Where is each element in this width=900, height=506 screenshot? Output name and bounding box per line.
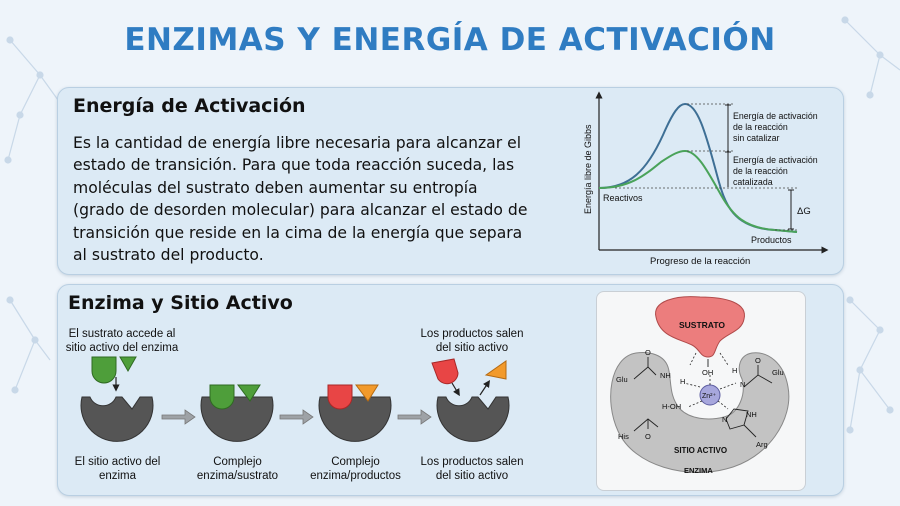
- step-1-free-enzyme: [80, 356, 154, 442]
- description-line: moléculas del sustrato deben aumentar su…: [73, 178, 478, 197]
- glu-left-label: Glu: [616, 375, 628, 384]
- delta-g-label: ΔG: [797, 206, 811, 217]
- glu-right-label: Glu: [772, 368, 784, 377]
- ho-group: H-OH: [662, 402, 681, 411]
- step-arrow: [279, 409, 314, 425]
- active-site-detail: SUSTRATO Zn²⁺ OH Glu O NH H H N O Glu H-…: [610, 296, 790, 475]
- zinc-label: Zn²⁺: [702, 393, 717, 400]
- h-right: H: [732, 366, 737, 375]
- arg-label: Arg: [756, 440, 768, 449]
- description-line: Es la cantidad de energía libre necesari…: [73, 134, 522, 152]
- label-line: Los productos salen: [420, 328, 524, 340]
- step-2-enzyme-substrate: [200, 384, 274, 442]
- label-line: del sitio activo: [435, 470, 509, 482]
- products-label: Productos: [751, 235, 792, 245]
- label-line: Los productos salen: [420, 456, 524, 468]
- description-line: transición que reside en la cima de la e…: [73, 223, 523, 242]
- his-label: His: [618, 432, 629, 441]
- step-2-label: Complejo enzima/sustrato: [180, 455, 295, 483]
- site-label: SITIO ACTIVO: [674, 446, 727, 455]
- label-line: Complejo: [213, 456, 262, 468]
- o-his: O: [645, 432, 651, 441]
- label-line: sitio activo del enzima: [65, 342, 179, 354]
- o-right: O: [755, 356, 761, 365]
- step-arrow: [161, 409, 196, 425]
- enzyme-shape: [610, 352, 790, 473]
- nh-his: NH: [746, 410, 757, 419]
- label-line: enzima/productos: [310, 470, 401, 482]
- label-line: El sitio activo del: [74, 456, 161, 468]
- description-line: estado de transición. Para que toda reac…: [73, 156, 515, 175]
- products-leave-label: Los productos salen del sitio activo: [412, 327, 532, 355]
- substrate-enters-label: El sustrato accede al sitio activo del e…: [62, 327, 182, 355]
- y-axis-label: Energía libre de Gibbs: [583, 124, 593, 214]
- label-line: enzima: [98, 470, 137, 482]
- step-arrow: [397, 409, 432, 425]
- description-line: (grado de desorden molecular) para alcan…: [73, 201, 528, 220]
- activation-heading: Energía de Activación: [73, 95, 306, 117]
- n-his: N: [722, 415, 727, 424]
- enzyme-steps-diagram: [80, 356, 510, 442]
- page-title: ENZIMAS Y ENERGÍA DE ACTIVACIÓN: [124, 22, 776, 58]
- catalyzed-label: Energía de activación de la reacción cat…: [733, 155, 820, 187]
- description-line: al sustrato del producto.: [73, 246, 264, 265]
- n-right: N: [740, 380, 745, 389]
- nh-left: NH: [660, 371, 671, 380]
- label-line: enzima/sustrato: [196, 470, 279, 482]
- oh-top: OH: [702, 368, 713, 377]
- substrate-shape: [655, 296, 745, 358]
- label-line: del sitio activo: [435, 342, 509, 354]
- active-site-heading: Enzima y Sitio Activo: [68, 292, 293, 314]
- step-3-enzyme-products: [318, 384, 392, 442]
- o-left: O: [645, 348, 651, 357]
- uncatalyzed-label: Energía de activación de la reacción sin…: [733, 111, 820, 143]
- step-3-label: Complejo enzima/productos: [298, 455, 413, 483]
- reactants-label: Reactivos: [603, 193, 643, 203]
- energy-diagram: Energía libre de Gibbs Progreso de la re…: [583, 91, 829, 267]
- h-left: H: [680, 377, 685, 386]
- enzyme-label: ENZIMA: [684, 466, 713, 475]
- step-4-products-released: [431, 358, 510, 442]
- label-line: Complejo: [331, 456, 380, 468]
- catalyzed-curve: [598, 149, 798, 233]
- label-line: El sustrato accede al: [68, 328, 176, 340]
- x-axis-label: Progreso de la reacción: [650, 256, 750, 267]
- step-4-label: Los productos salen del sitio activo: [412, 455, 532, 483]
- activation-description: Es la cantidad de energía libre necesari…: [73, 132, 553, 266]
- step-1-label: El sitio activo del enzima: [60, 455, 175, 483]
- substrate-label: SUSTRATO: [679, 320, 725, 330]
